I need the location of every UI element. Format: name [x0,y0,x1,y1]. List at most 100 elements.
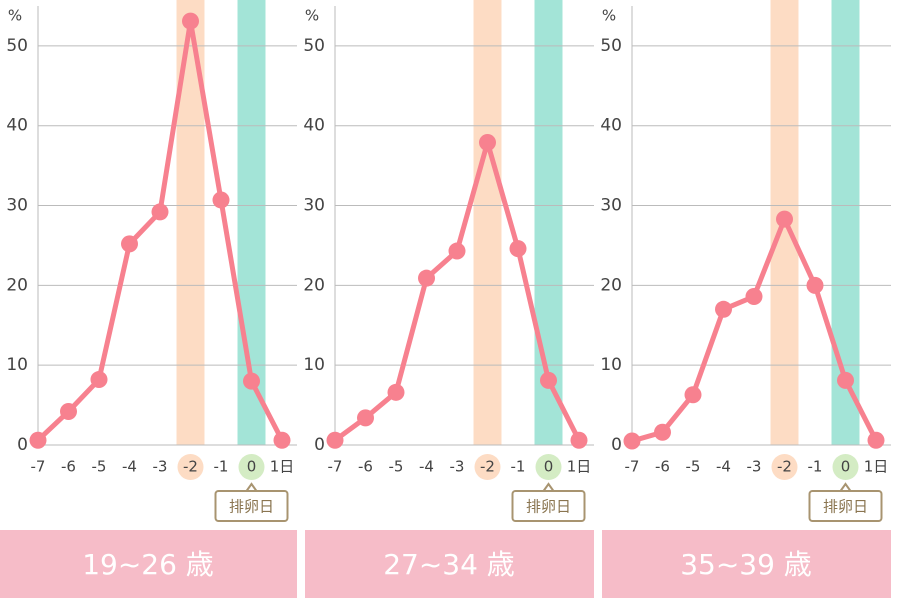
x-tick-label: 0 [841,458,851,476]
x-tick-label: -1 [808,458,823,476]
x-tick-label: -7 [328,458,343,476]
x-tick-label: -2 [183,458,198,476]
x-tick-label: -2 [480,458,495,476]
highlight-band [473,0,502,445]
x-tick-label: -5 [389,458,404,476]
x-tick-label: 0 [247,458,257,476]
chart-title: 27~34 歳 [383,548,515,581]
y-unit: % [305,7,319,25]
annotation-pointer [542,482,555,492]
y-tick-label: 40 [303,116,325,136]
highlight-band [831,0,860,445]
label-highlight [535,454,562,480]
data-point [806,276,824,294]
x-tick-label: 0 [544,458,554,476]
annotation-text: 排卵日 [823,498,868,516]
x-tick-label: -5 [686,458,701,476]
label-highlight [238,454,265,480]
x-tick-label: -4 [122,458,137,476]
data-point [448,242,466,260]
data-point [418,269,435,287]
data-point [90,371,108,389]
y-tick-label: 10 [6,355,28,375]
data-point [212,191,230,209]
data-point [60,402,77,420]
x-tick-label: -3 [153,458,168,476]
data-point [326,431,344,449]
label-highlight [832,454,859,480]
annotation-box [214,490,289,522]
y-tick-label: 10 [303,355,325,375]
y-tick-label: 0 [314,435,325,455]
data-point [243,372,260,390]
x-tick-label: 1日 [270,458,295,476]
y-tick-label: 50 [600,36,622,56]
x-tick-label: -5 [92,458,107,476]
chart-title: 35~39 歳 [680,548,812,581]
data-point [387,383,405,401]
annotation-pointer [245,482,258,492]
x-tick-label: -1 [214,458,229,476]
y-tick-label: 50 [303,36,325,56]
data-point [776,210,793,228]
data-point [357,409,374,427]
x-tick-label: 1日 [567,458,592,476]
y-tick-label: 30 [6,196,28,216]
label-highlight [474,454,501,480]
y-tick-label: 50 [6,36,28,56]
x-tick-label: -7 [625,458,640,476]
y-tick-label: 30 [303,196,325,216]
x-tick-label: -4 [716,458,731,476]
x-tick-label: -4 [419,458,434,476]
y-tick-label: 10 [600,355,622,375]
x-tick-label: -6 [358,458,373,476]
y-tick-label: 40 [6,116,28,136]
data-point [745,288,763,306]
x-tick-label: -6 [61,458,76,476]
title-panel [305,530,594,598]
data-point [867,431,885,449]
label-highlight [771,454,798,480]
y-tick-label: 20 [303,275,325,295]
y-unit: % [602,7,616,25]
data-point [151,203,169,221]
y-tick-label: 40 [600,116,622,136]
data-point [623,432,641,450]
annotation-text: 排卵日 [229,498,274,516]
annotation-box [511,490,586,522]
chart-title: 19~26 歳 [82,548,214,581]
data-point [837,371,854,389]
data-point [540,371,557,389]
y-tick-label: 30 [600,196,622,216]
x-tick-label: -1 [511,458,526,476]
data-point [654,423,671,441]
y-tick-label: 20 [600,275,622,295]
annotation-box [808,490,883,522]
annotation-pointer [839,482,852,492]
x-tick-label: -6 [655,458,670,476]
data-point [570,431,588,449]
annotation-text: 排卵日 [526,498,571,516]
x-tick-label: -2 [777,458,792,476]
data-point [121,235,138,253]
data-point [479,133,496,151]
x-tick-label: 1日 [864,458,889,476]
label-highlight [177,454,204,480]
x-tick-label: -3 [450,458,465,476]
data-point [182,12,199,30]
y-unit: % [8,7,22,25]
data-point [509,240,527,258]
data-point [273,431,291,449]
y-tick-label: 0 [17,435,28,455]
data-point [684,386,702,404]
x-tick-label: -3 [747,458,762,476]
y-tick-label: 20 [6,275,28,295]
title-panel [602,530,891,598]
data-point [29,431,47,449]
title-panel [0,530,297,598]
x-tick-label: -7 [31,458,46,476]
